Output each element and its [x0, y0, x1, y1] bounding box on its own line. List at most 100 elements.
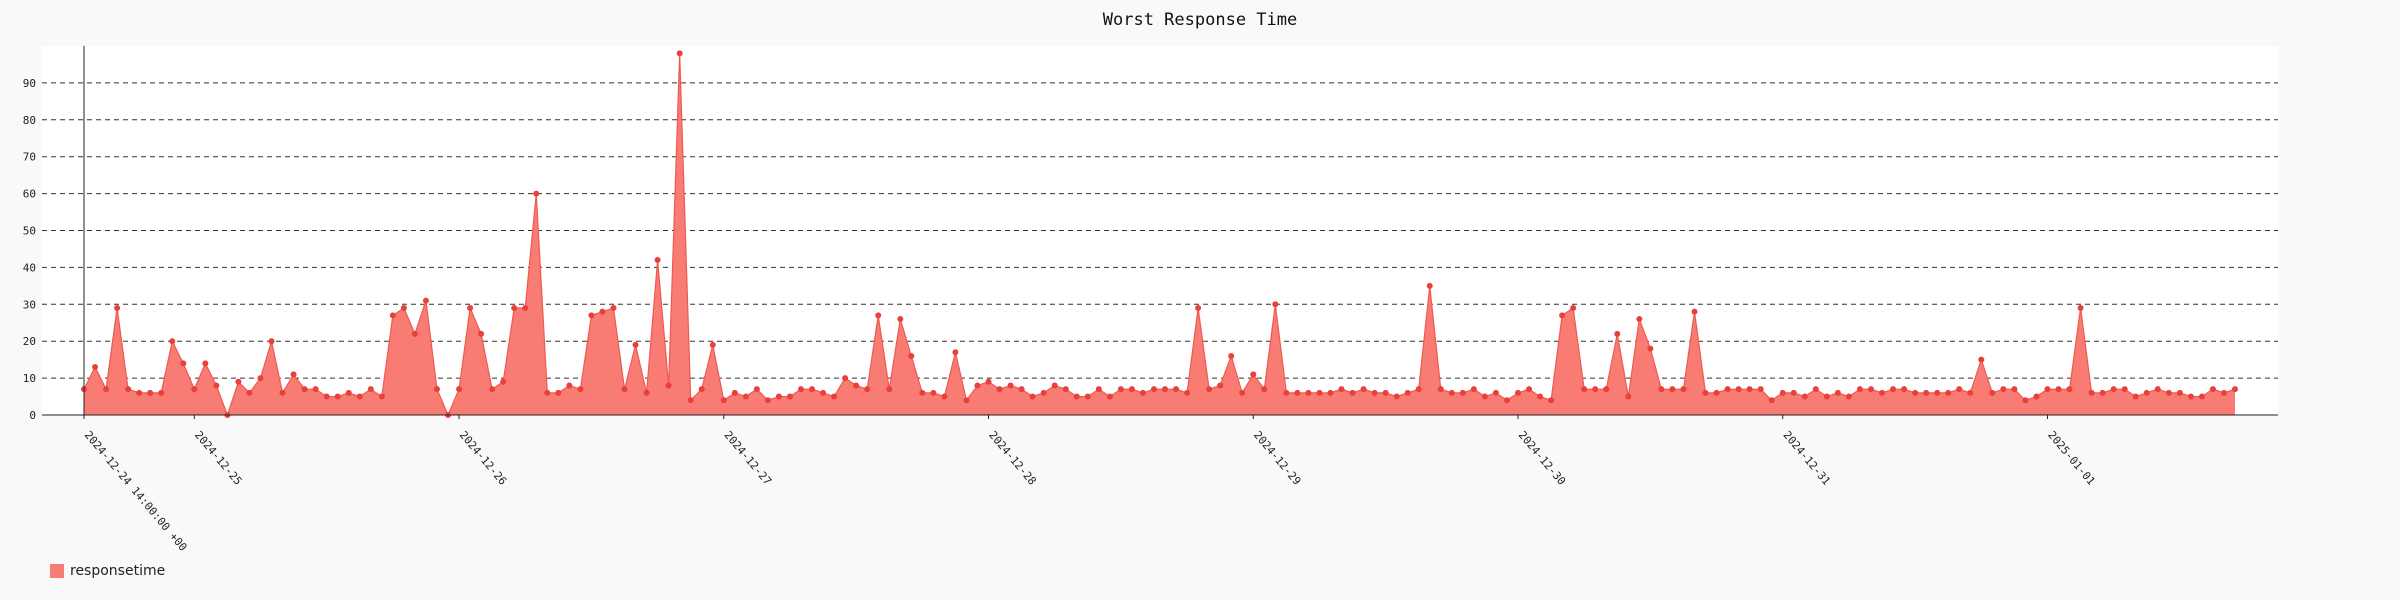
- x-tick-label: 2024-12-24 14:00:00 +00: [82, 429, 190, 554]
- data-point: [941, 393, 948, 400]
- data-point: [1327, 389, 1334, 396]
- data-point: [1360, 386, 1367, 393]
- data-point: [820, 389, 827, 396]
- data-point: [996, 386, 1003, 393]
- data-point: [2121, 386, 2128, 393]
- chart-title: Worst Response Time: [1102, 10, 1298, 30]
- data-point: [798, 386, 804, 393]
- data-point: [930, 389, 937, 396]
- data-point: [1029, 393, 1036, 400]
- data-point: [246, 389, 253, 396]
- data-point: [500, 378, 507, 385]
- y-tick-label: 80: [23, 114, 36, 127]
- data-point: [1856, 386, 1863, 393]
- data-point: [1184, 389, 1191, 396]
- data-point: [985, 378, 992, 385]
- y-tick-label: 70: [23, 151, 36, 164]
- data-point: [742, 393, 749, 400]
- data-point: [1592, 386, 1599, 393]
- data-point: [577, 386, 584, 393]
- data-point: [1526, 386, 1533, 393]
- data-point: [1117, 386, 1124, 393]
- data-point: [566, 382, 573, 389]
- data-point: [2044, 386, 2051, 393]
- data-point: [1669, 386, 1676, 393]
- data-point: [312, 386, 319, 393]
- x-tick-label: 2025-01-01: [2045, 429, 2098, 488]
- data-point: [533, 190, 540, 197]
- data-point: [1636, 316, 1643, 323]
- data-point: [1647, 345, 1654, 352]
- data-point: [1790, 389, 1797, 396]
- data-point: [367, 386, 374, 393]
- y-tick-label: 40: [23, 261, 36, 274]
- data-point: [2220, 389, 2227, 396]
- data-point: [952, 349, 959, 356]
- data-point: [1492, 389, 1499, 396]
- data-point: [1867, 386, 1874, 393]
- data-point: [422, 297, 429, 304]
- data-point: [1283, 389, 1290, 396]
- legend[interactable]: responsetime: [50, 563, 165, 579]
- data-point: [665, 382, 672, 389]
- data-point: [2198, 393, 2205, 400]
- data-point: [2187, 393, 2194, 400]
- data-point: [1217, 382, 1224, 389]
- x-tick-label: 2024-12-28: [986, 429, 1039, 488]
- data-point: [1978, 356, 1985, 363]
- data-point: [2077, 304, 2084, 311]
- y-tick-label: 30: [23, 298, 36, 311]
- y-tick-label: 50: [23, 225, 36, 238]
- data-point: [511, 304, 518, 311]
- legend-swatch: [50, 564, 64, 578]
- data-point: [2011, 386, 2018, 393]
- data-point: [1503, 397, 1510, 404]
- data-point: [1481, 393, 1488, 400]
- data-point: [1515, 389, 1521, 396]
- x-tick-label: 2024-12-27: [721, 429, 774, 488]
- data-point: [235, 378, 242, 385]
- data-point: [864, 386, 871, 393]
- data-point: [621, 386, 628, 393]
- data-point: [1261, 386, 1268, 393]
- data-point: [1305, 389, 1312, 396]
- data-point: [191, 386, 198, 393]
- data-point: [1945, 389, 1952, 396]
- data-point: [764, 397, 771, 404]
- x-tick-label: 2024-12-25: [192, 429, 245, 488]
- data-point: [654, 257, 661, 264]
- y-tick-label: 0: [29, 409, 36, 422]
- data-point: [2000, 386, 2007, 393]
- data-point: [1206, 386, 1213, 393]
- data-point: [345, 389, 352, 396]
- legend-label: responsetime: [70, 563, 166, 579]
- data-point: [1680, 386, 1687, 393]
- data-point: [544, 389, 551, 396]
- y-tick-label: 90: [23, 77, 36, 90]
- data-point: [1139, 389, 1146, 396]
- data-point: [1393, 393, 1400, 400]
- data-point: [2165, 389, 2172, 396]
- data-point: [334, 393, 341, 400]
- data-point: [92, 364, 99, 371]
- data-point: [908, 352, 915, 359]
- data-point: [886, 386, 893, 393]
- data-point: [1548, 397, 1555, 404]
- data-point: [599, 308, 606, 315]
- x-tick-label: 2024-12-31: [1780, 429, 1833, 488]
- data-point: [1239, 389, 1246, 396]
- data-point: [974, 382, 981, 389]
- data-point: [1934, 389, 1941, 396]
- data-point: [1062, 386, 1069, 393]
- x-tick-label: 2024-12-29: [1251, 429, 1304, 488]
- data-point: [1128, 386, 1135, 393]
- data-point: [2154, 386, 2161, 393]
- data-point: [775, 393, 782, 400]
- data-point: [720, 397, 727, 404]
- data-point: [2110, 386, 2117, 393]
- data-point: [202, 360, 209, 367]
- data-point: [842, 375, 849, 382]
- data-point: [853, 382, 860, 389]
